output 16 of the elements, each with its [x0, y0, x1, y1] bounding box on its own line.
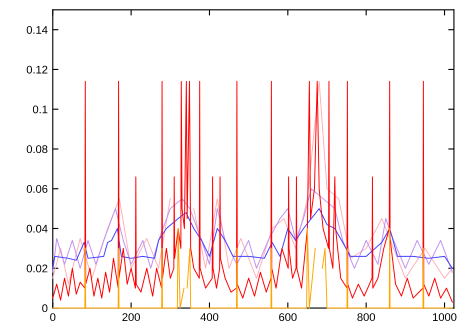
x-tick-label: 800	[357, 313, 376, 322]
x-tick-label: 1000	[433, 313, 456, 322]
y-tick-label: 0.06	[26, 185, 48, 193]
y-tick-label: 0.02	[26, 264, 48, 272]
x-tick-label: 600	[279, 313, 297, 322]
x-tick-label: 200	[122, 313, 140, 322]
y-tick-label: 0.08	[26, 145, 48, 154]
y-tick-label: 0.04	[26, 224, 48, 233]
line-series	[52, 188, 453, 273]
line-series	[52, 208, 453, 269]
x-tick-label: 400	[200, 313, 218, 322]
y-tick-label: 0.1	[32, 105, 48, 114]
x-tick-label: 0	[50, 313, 56, 322]
y-tick-label: 0	[42, 304, 48, 312]
y-tick-label: 0.12	[26, 66, 48, 74]
y-tick-label: 0.14	[26, 26, 48, 34]
